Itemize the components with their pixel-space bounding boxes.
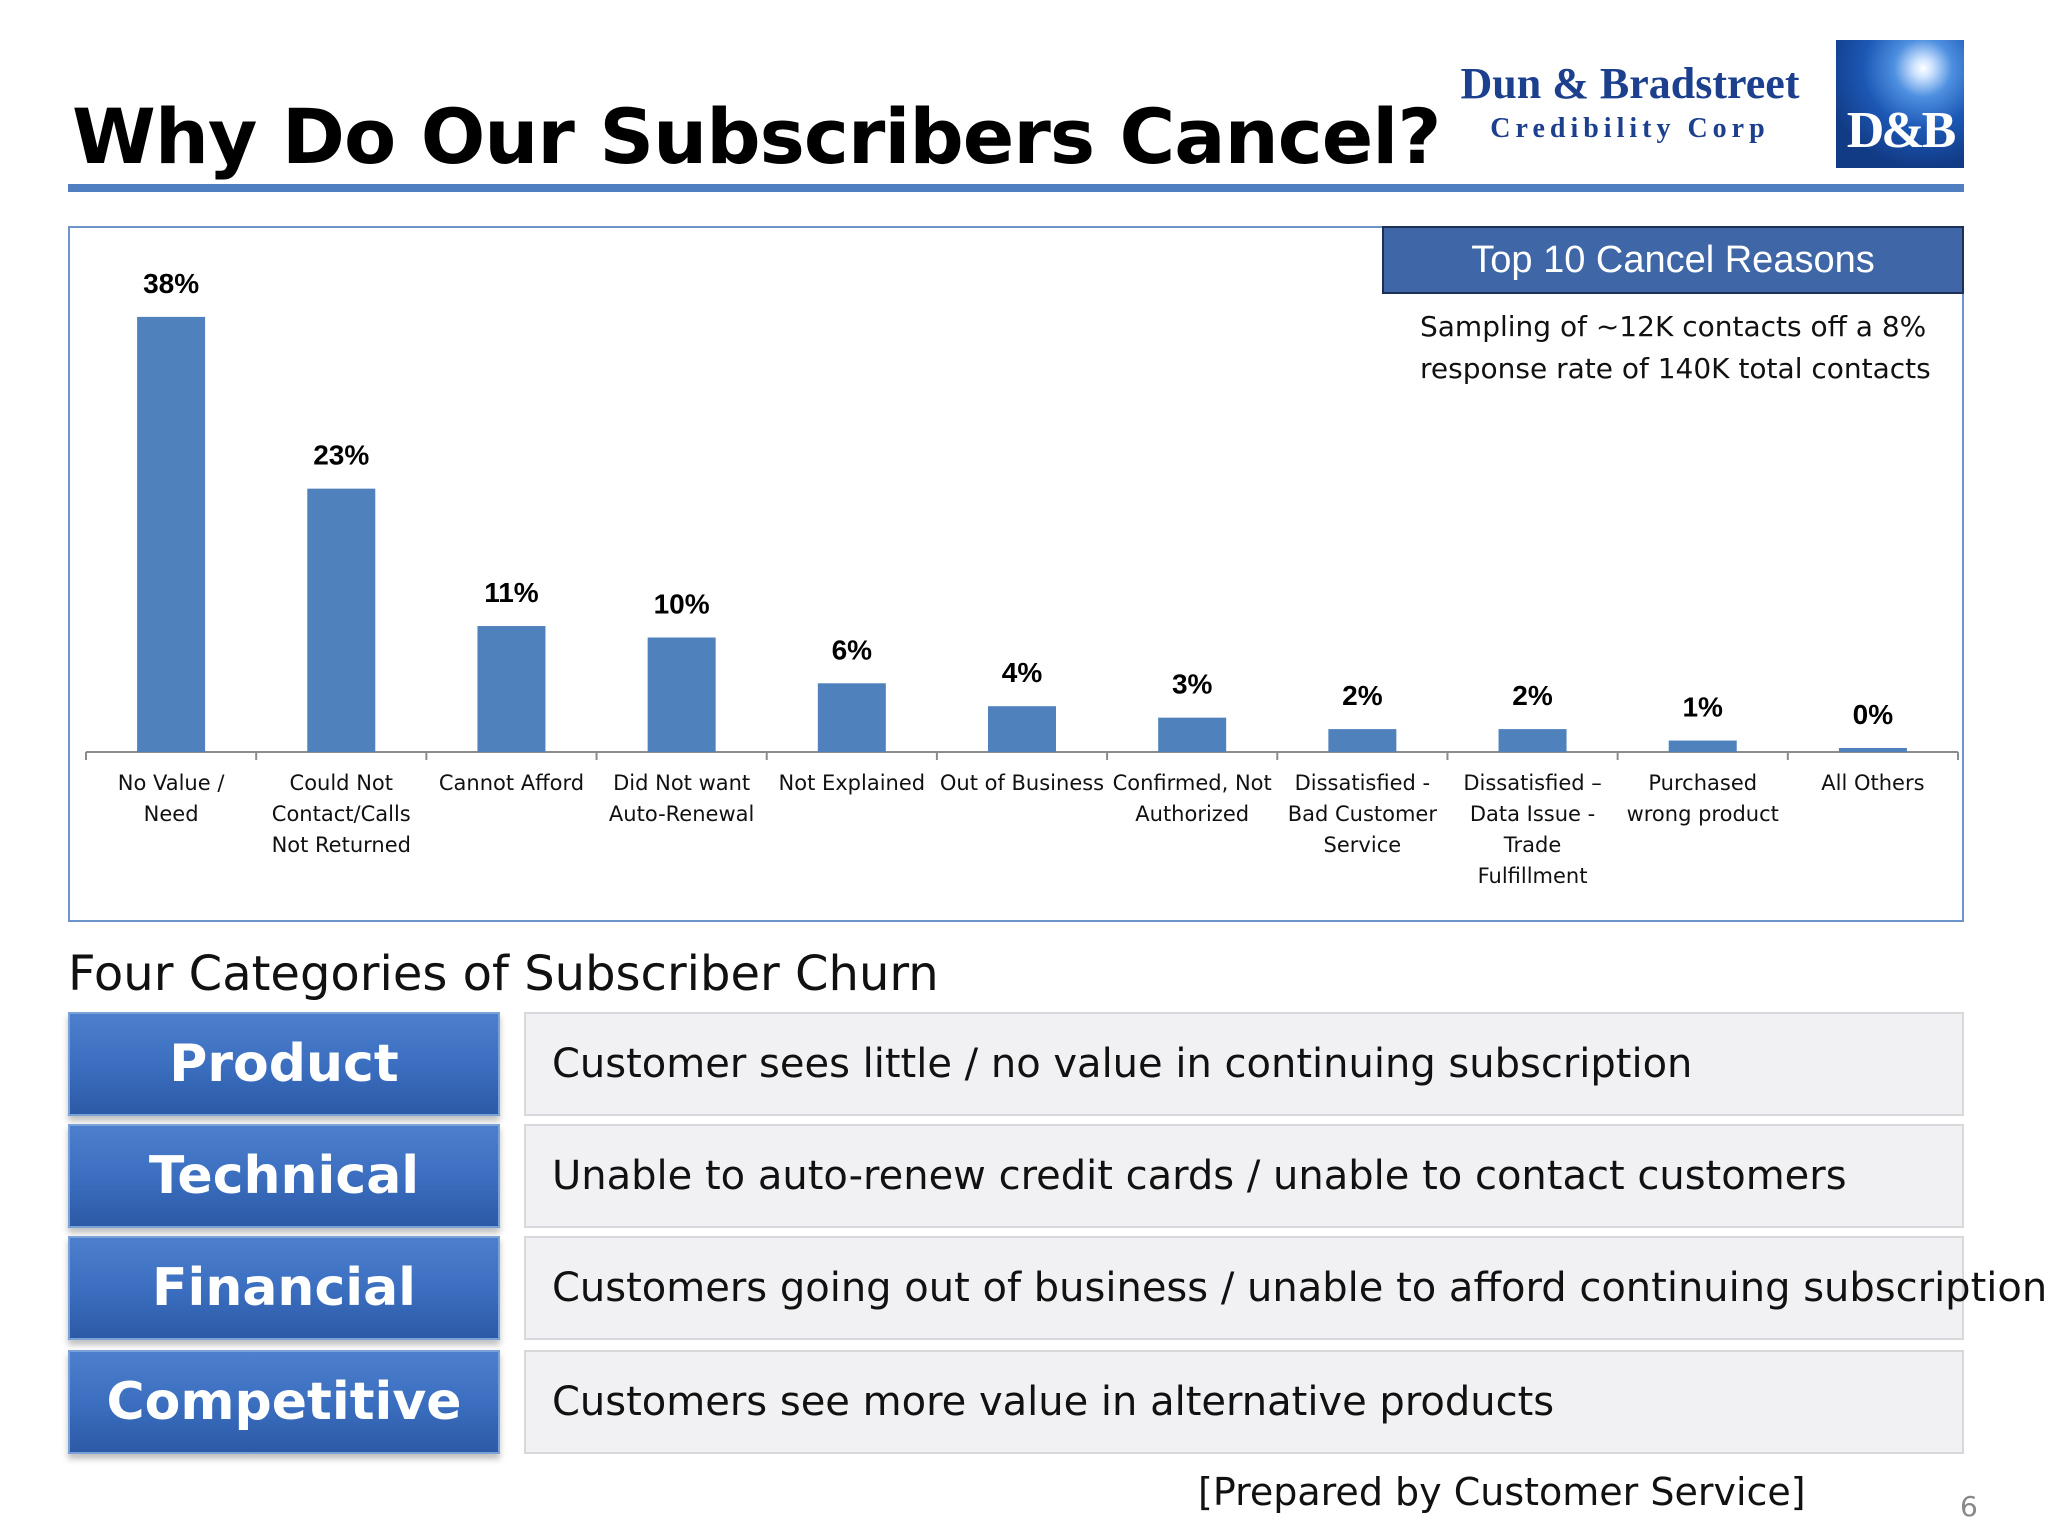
bar-value-label: 11% xyxy=(484,577,539,608)
category-label: Out of Business xyxy=(940,771,1104,795)
bar-value-label: 38% xyxy=(143,268,199,299)
churn-description-competitive: Customers see more value in alternative … xyxy=(524,1350,1964,1454)
bar-value-label: 0% xyxy=(1853,699,1894,730)
category-label: Could Not Contact/Calls Not Returned xyxy=(272,771,411,857)
page-title: Why Do Our Subscribers Cancel? xyxy=(72,92,1441,181)
bar-value-label: 2% xyxy=(1342,680,1383,711)
churn-description-technical: Unable to auto-renew credit cards / unab… xyxy=(524,1124,1964,1228)
churn-category-technical: Technical xyxy=(68,1124,500,1228)
category-label: All Others xyxy=(1821,771,1924,795)
category-label: No Value / Need xyxy=(118,771,226,826)
footer-note: [Prepared by Customer Service] xyxy=(1198,1470,1806,1514)
bar xyxy=(988,706,1056,752)
bar-value-label: 10% xyxy=(654,589,710,620)
logo-mark: D&B xyxy=(1846,102,1957,159)
bar xyxy=(477,626,546,752)
category-label: Not Explained xyxy=(779,771,926,795)
bar-value-label: 3% xyxy=(1172,669,1213,700)
bar xyxy=(1668,740,1737,752)
category-label: Dissatisfied -Bad Customer Service xyxy=(1288,771,1438,857)
bar xyxy=(647,637,716,752)
bar-value-label: 4% xyxy=(1002,657,1043,688)
churn-category-financial: Financial xyxy=(68,1236,500,1340)
bar-value-label: 2% xyxy=(1512,680,1553,711)
bar xyxy=(817,683,886,752)
bar-value-label: 23% xyxy=(313,440,369,471)
bar-value-label: 6% xyxy=(832,634,873,665)
churn-category-product: Product xyxy=(68,1012,500,1116)
category-label: Confirmed, Not Authorized xyxy=(1113,771,1272,826)
category-label: Dissatisfied – Data Issue -Trade Fulfillme… xyxy=(1463,771,1601,888)
logo-company-name: Dun & Bradstreet xyxy=(1460,59,1800,108)
churn-description-financial: Customers going out of business / unable… xyxy=(524,1236,2047,1340)
category-label: Did Not want Auto-Renewal xyxy=(609,771,754,826)
bar xyxy=(1158,717,1227,752)
category-label: Purchased wrong product xyxy=(1627,771,1779,826)
page-number: 6 xyxy=(1960,1490,1978,1523)
bar xyxy=(307,488,376,752)
dnb-logo-icon: D&B xyxy=(1836,40,1964,168)
category-label: Cannot Afford xyxy=(439,771,584,795)
logo-company-subtitle: Credibility Corp xyxy=(1490,113,1770,144)
churn-description-product: Customer sees little / no value in conti… xyxy=(524,1012,1964,1116)
bar xyxy=(1838,748,1907,752)
bar xyxy=(137,316,206,752)
bar xyxy=(1328,729,1397,752)
chart-title-box: Top 10 Cancel Reasons xyxy=(1382,226,1964,294)
cancel-reasons-chart: 38% No Value / Need 23% Could Not Contact/Cal… xyxy=(85,268,1959,888)
company-logo-text: Dun & Bradstreet Credibility Corp xyxy=(1440,58,1820,145)
chart-frame: 38% No Value / Need 23% Could Not Contact/Cal… xyxy=(68,226,1964,922)
churn-section-title: Four Categories of Subscriber Churn xyxy=(68,946,939,1002)
bar xyxy=(1498,729,1567,752)
chart-sampling-note: Sampling of ~12K contacts off a 8% respo… xyxy=(1420,310,1931,385)
bar-value-label: 1% xyxy=(1682,692,1723,723)
churn-category-competitive: Competitive xyxy=(68,1350,500,1454)
title-divider xyxy=(68,184,1964,192)
